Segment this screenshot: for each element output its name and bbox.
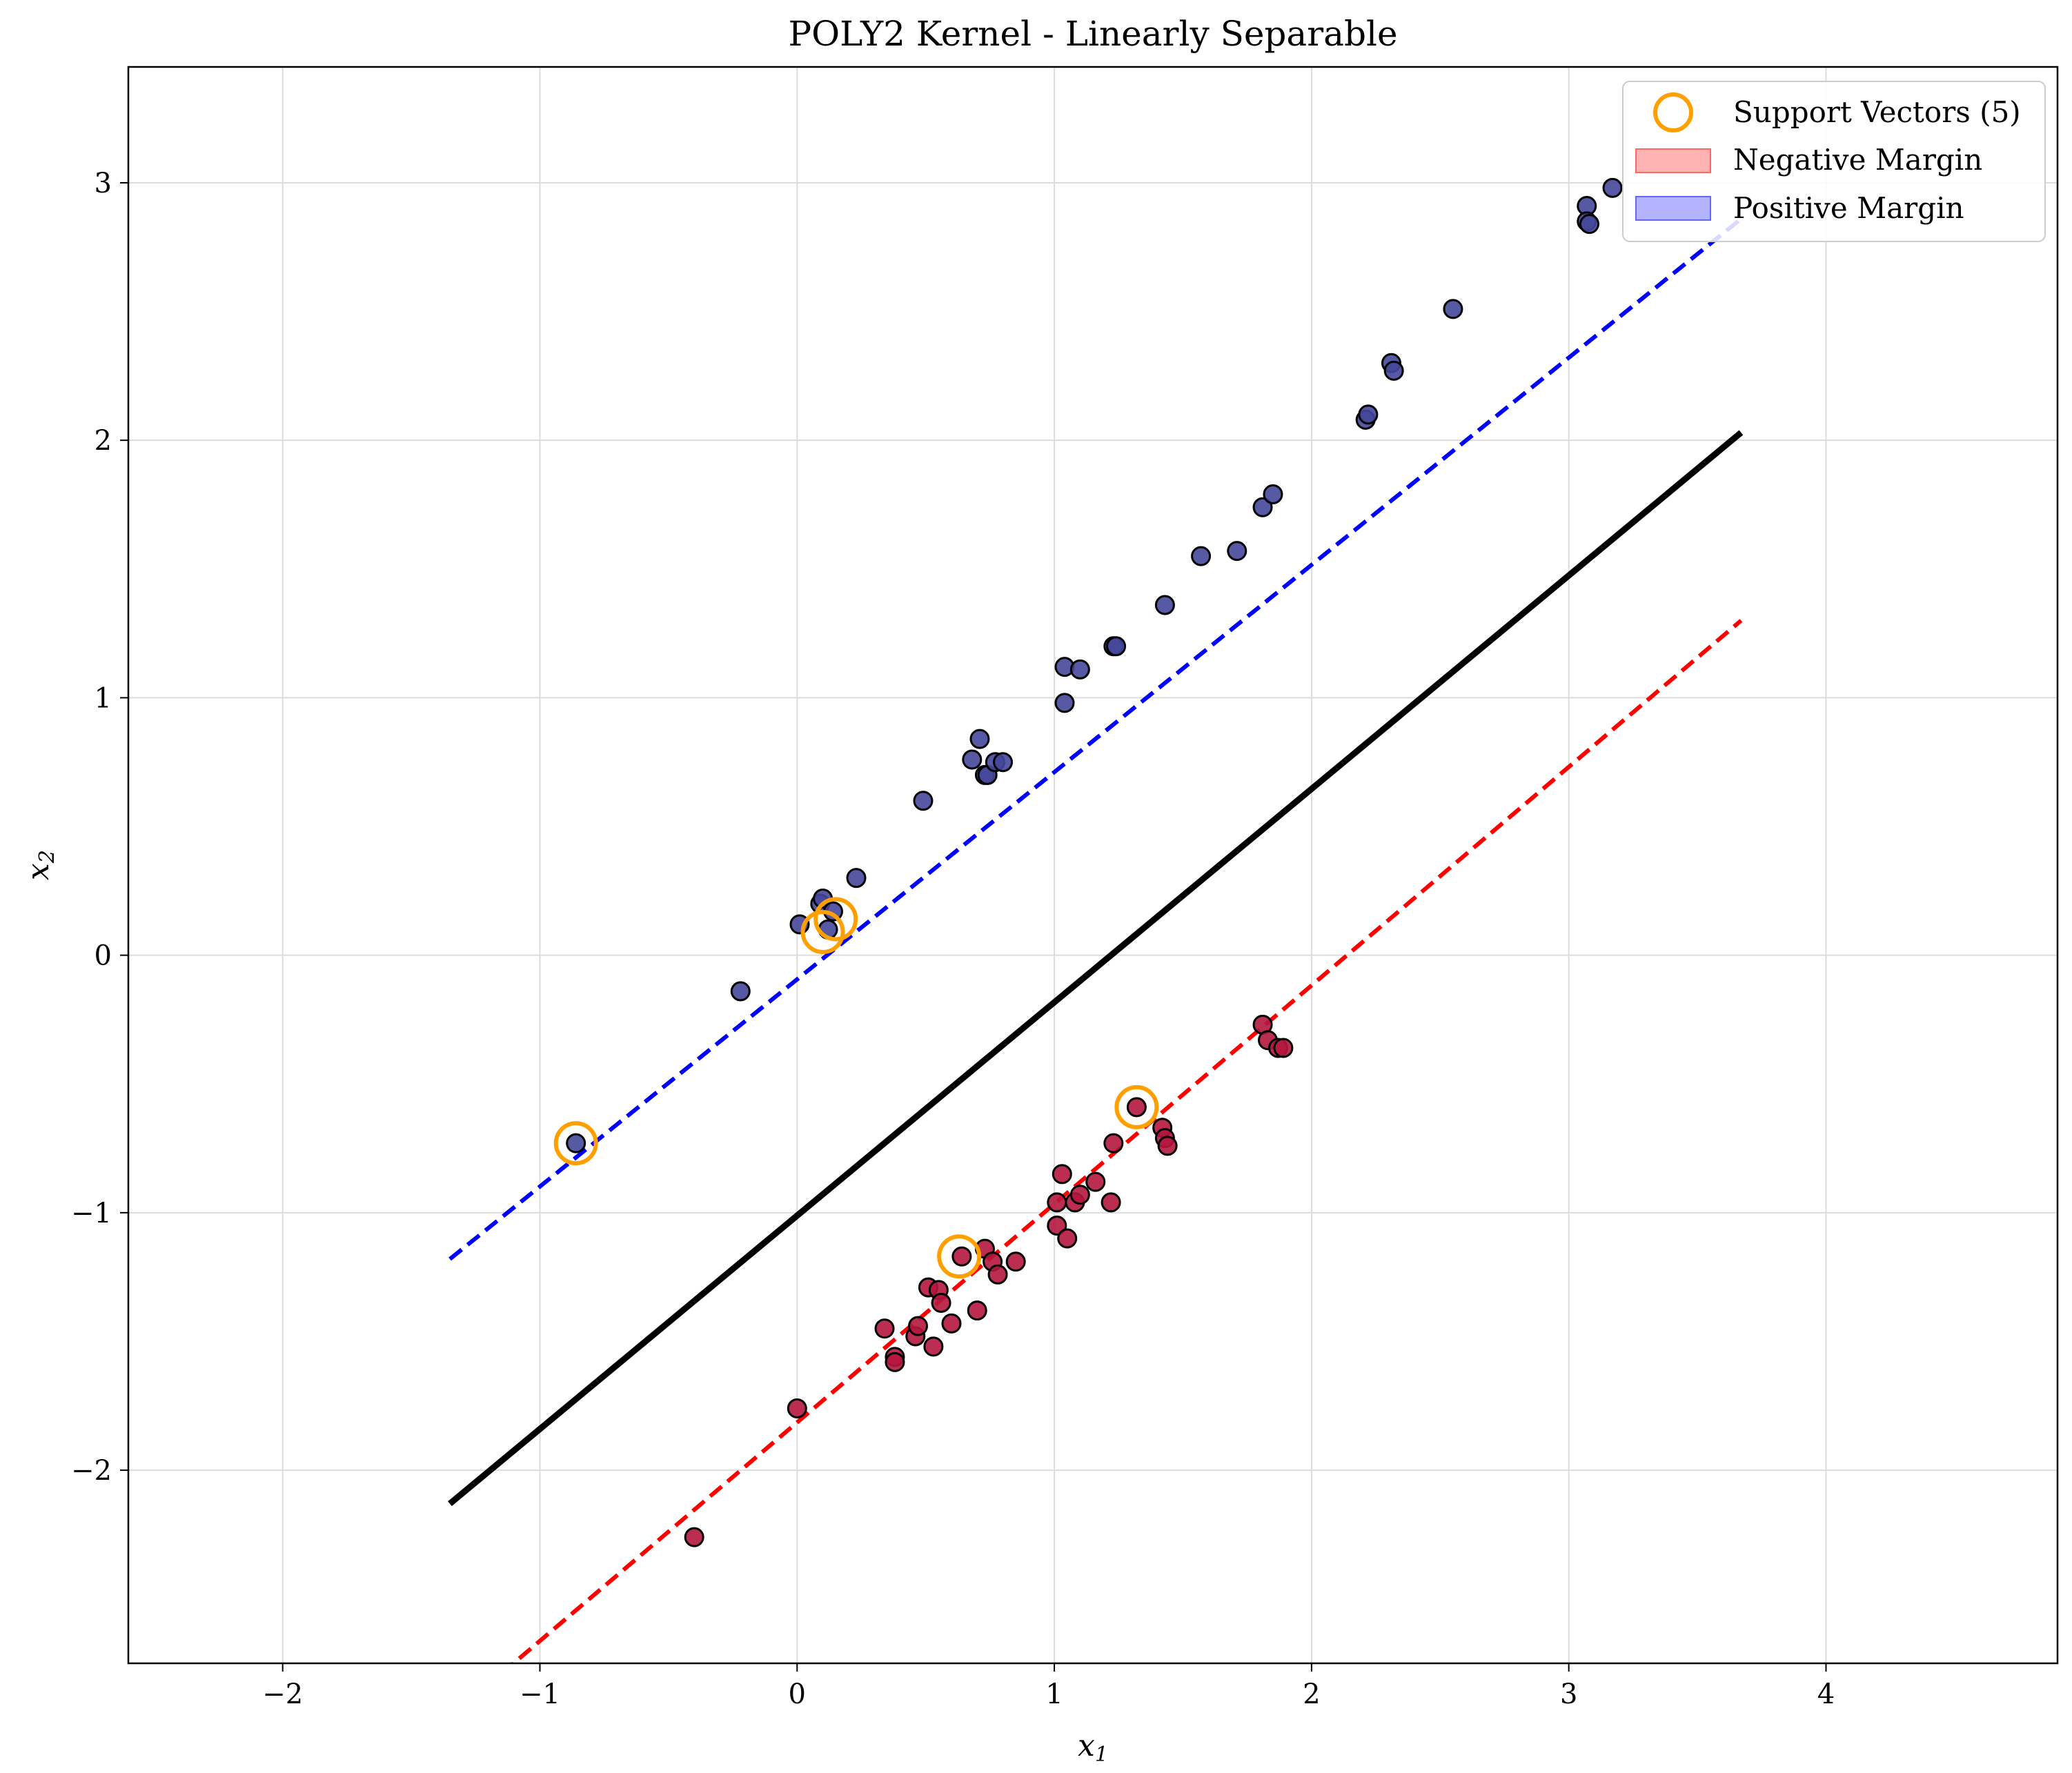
positive-point [566, 1133, 586, 1153]
y-axis-title: x2 [21, 850, 59, 880]
negative-point [951, 1246, 972, 1267]
negative-point [1069, 1185, 1090, 1205]
positive-point [993, 752, 1014, 773]
positive-point [969, 729, 990, 749]
negative-point [1103, 1133, 1124, 1153]
x-axis-symbol: x [1078, 1728, 1095, 1763]
positive-point [1579, 214, 1600, 235]
negative-point [1057, 1228, 1078, 1249]
positive-point [1443, 299, 1463, 319]
positive-point [1106, 636, 1127, 657]
x-tick-label: −1 [520, 1678, 560, 1710]
y-axis-subscript: 2 [35, 850, 59, 864]
legend-label-positive-margin: Positive Margin [1733, 191, 1964, 225]
x-tick-label: 3 [1560, 1678, 1577, 1710]
support-vector-ring [937, 1234, 982, 1279]
y-tick-label: 1 [95, 682, 112, 714]
negative-point [987, 1264, 1008, 1285]
negative-point [907, 1316, 928, 1336]
positive-point [846, 868, 867, 889]
y-tick-label: −2 [71, 1455, 112, 1487]
x-axis-subscript: 1 [1095, 1743, 1108, 1767]
y-tick-label: 0 [95, 940, 112, 972]
positive-point [1383, 360, 1404, 381]
support-vector-ring [1114, 1084, 1159, 1129]
negative-point [1126, 1097, 1147, 1118]
legend-positive-margin-patch [1635, 196, 1711, 221]
negative-point [684, 1527, 704, 1547]
positive-point [962, 749, 983, 770]
legend-frame [1622, 81, 2046, 242]
y-tick-label: −1 [71, 1198, 112, 1229]
negative-margin-line [510, 619, 1743, 1663]
positive-point [1227, 541, 1247, 562]
negative-point [1273, 1038, 1294, 1058]
support-vector-ring [800, 910, 845, 955]
x-tick-label: 0 [789, 1678, 806, 1710]
positive-point [1154, 595, 1175, 615]
grid [128, 67, 2058, 1663]
negative-point [1052, 1164, 1072, 1185]
axis-ticks: −2 −1 0 1 2 3 4 −2 −1 0 1 2 3 [71, 168, 1835, 1710]
positive-point [913, 791, 934, 811]
positive-point [1263, 484, 1283, 505]
negative-point [1005, 1251, 1026, 1272]
negative-point [1085, 1171, 1106, 1192]
negative-point [1047, 1216, 1067, 1236]
x-tick-label: 2 [1303, 1678, 1320, 1710]
x-tick-label: 4 [1817, 1678, 1835, 1710]
model-lines [448, 217, 1744, 1663]
legend-label-negative-margin: Negative Margin [1733, 143, 1982, 177]
negative-point [874, 1318, 895, 1339]
y-tick-label: 3 [95, 168, 112, 199]
positive-margin-line [448, 217, 1743, 1261]
negative-point [885, 1351, 905, 1372]
y-tick-label: 2 [95, 425, 112, 457]
y-axis-symbol: x [21, 863, 56, 880]
support-vector-ring [553, 1121, 598, 1166]
positive-point [1252, 497, 1273, 517]
chart-title: POLY2 Kernel - Linearly Separable [788, 14, 1397, 54]
negative-point [931, 1292, 951, 1313]
x-tick-label: 1 [1045, 1678, 1063, 1710]
negative-point [967, 1300, 987, 1321]
plot-frame [127, 66, 2059, 1665]
legend-label-support-vectors: Support Vectors (5) [1733, 95, 2021, 129]
x-axis-title: x1 [1078, 1728, 1108, 1767]
legend-support-vector-marker [1653, 92, 1693, 132]
positive-point [1358, 404, 1379, 425]
support-vector-rings [553, 897, 1159, 1279]
negative-point [1157, 1136, 1178, 1156]
legend-negative-margin-patch [1635, 148, 1711, 173]
positive-point [1054, 693, 1075, 713]
data-points [566, 177, 1623, 1547]
negative-point [941, 1313, 962, 1334]
negative-point [1047, 1192, 1067, 1213]
positive-point [1069, 659, 1090, 680]
decision-boundary-line [448, 430, 1744, 1507]
x-tick-label: −2 [262, 1678, 303, 1710]
negative-point [1101, 1192, 1121, 1213]
positive-point [1191, 546, 1212, 566]
legend: Support Vectors (5) Negative Margin Posi… [1622, 81, 2046, 242]
support-vector-ring [813, 897, 858, 942]
negative-point [787, 1398, 807, 1419]
positive-point [1602, 177, 1623, 198]
negative-point [923, 1336, 944, 1357]
positive-point [730, 981, 751, 1002]
